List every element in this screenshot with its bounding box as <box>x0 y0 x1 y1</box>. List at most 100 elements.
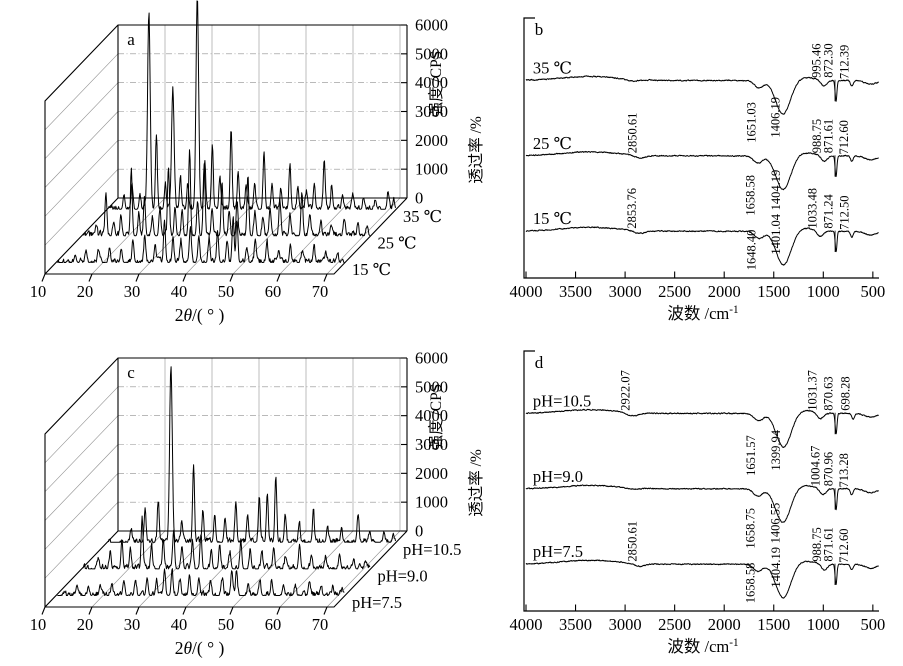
panel-a-plot: 0 1000 2000 3000 4000 5000 6000 10 20 30 40 50 60 70 2… <box>30 0 448 325</box>
z-tick-label: 6000 <box>415 16 448 35</box>
x-tick-label: 3500 <box>559 282 592 301</box>
x-tick-label: 40 <box>171 282 188 301</box>
x-tick-label: 2000 <box>708 282 741 301</box>
x-tick-label: 50 <box>218 282 235 301</box>
x-tick-label: 30 <box>124 615 141 634</box>
x-tick-label: 1000 <box>807 615 840 634</box>
panel-letter: b <box>535 20 544 39</box>
xrd-trace-35℃ <box>108 0 396 210</box>
peak-label: 1031.37 <box>806 370 820 411</box>
peak-label: 988.75 <box>810 119 824 153</box>
z-tick-label: 3000 <box>415 435 448 454</box>
left-wall-gridline <box>44 415 119 492</box>
x-tick-label: 60 <box>265 282 282 301</box>
x-tick-label: 1500 <box>757 615 790 634</box>
floor-gridline <box>279 197 354 275</box>
ftir-curve-pH=10.5 <box>525 408 879 448</box>
peak-label: 2922.07 <box>618 370 632 411</box>
panel-letter: d <box>535 353 544 372</box>
x-axis-tick <box>276 606 281 615</box>
series-label: pH=9.0 <box>533 467 583 486</box>
x-axis-tick <box>182 606 187 615</box>
left-wall-gridline <box>44 386 119 464</box>
panel-c-xrd-ph: 0 1000 2000 3000 4000 5000 6000 10 20 30 40 50 60 70 2… <box>0 333 462 666</box>
xrd-trace-pH=9.0 <box>82 515 371 570</box>
peak-label: 1658.58 <box>743 175 757 216</box>
x-axis-tick <box>323 606 328 615</box>
panel-c-plot: 0 1000 2000 3000 4000 5000 6000 10 20 30 40 50 60 70 2… <box>30 349 462 659</box>
tspan: 波数 /cm <box>667 637 729 656</box>
floor-gridline <box>232 197 307 275</box>
series-label: 35 ℃ <box>533 58 572 77</box>
x-axis-label: 2θ/( ° ) <box>175 638 225 658</box>
z-tick-label: 1000 <box>415 493 448 512</box>
peak-label: 712.60 <box>837 529 851 563</box>
z-tick-label: 4000 <box>415 73 448 92</box>
x-axis-tick <box>135 273 140 282</box>
z-tick-label: 3000 <box>415 102 448 121</box>
panel-letter: a <box>127 30 135 49</box>
tspan: /( ° ) <box>192 638 224 658</box>
peak-label: 2853.76 <box>625 188 639 229</box>
y-axis-label: 透过率 /% <box>467 116 485 184</box>
xrd-trace-pH=7.5 <box>57 568 345 596</box>
peak-label: 1658.58 <box>743 563 757 604</box>
floor-gridline <box>138 197 213 275</box>
z-tick-label: 6000 <box>415 349 448 368</box>
x-axis-tick <box>229 273 234 282</box>
peak-label: 1658.75 <box>743 508 757 549</box>
ftir-curve-15℃ <box>525 226 879 266</box>
peak-label: 713.28 <box>837 453 851 487</box>
x-axis-tick <box>182 273 187 282</box>
z-tick-label: 5000 <box>415 44 448 63</box>
left-wall-gridline <box>44 111 119 188</box>
tspan: θ <box>183 305 192 325</box>
x-tick-label: 1000 <box>807 282 840 301</box>
left-wall-gridline <box>44 473 119 550</box>
peak-label: 1406.19 <box>769 97 783 138</box>
x-tick-label: 70 <box>312 282 329 301</box>
panel-d-ftir-ph: 4000 3500 3000 2500 2000 1500 1000 500 波数 /cm-1 透… <box>451 333 903 666</box>
x-axis-label: 波数 /cm-1 <box>667 304 738 323</box>
x-axis-tick <box>88 273 93 282</box>
x-tick-label: 3000 <box>609 615 642 634</box>
axes-frame <box>44 357 408 608</box>
ftir-curve-35℃ <box>525 75 880 115</box>
peak-label: 995.46 <box>809 43 823 77</box>
x-axis-tick <box>41 606 46 615</box>
floor-gridline <box>279 530 354 608</box>
peak-label: 1404.19 <box>769 170 783 211</box>
peak-label: 712.39 <box>837 45 851 79</box>
x-tick-label: 2500 <box>658 615 691 634</box>
peak-label: 1004.67 <box>808 446 822 487</box>
z-tick-label: 4000 <box>415 406 448 425</box>
x-tick-label: 10 <box>30 282 47 301</box>
x-tick-label: 1500 <box>757 282 790 301</box>
xrd-trace-15℃ <box>57 216 345 263</box>
peak-label: 2850.61 <box>625 113 639 154</box>
ftir-curve-25℃ <box>525 150 879 191</box>
series-label: pH=10.5 <box>533 391 591 410</box>
panel-b-ftir-temperature: 4000 3500 3000 2500 2000 1500 1000 500 波数 /cm-1 透… <box>451 0 903 333</box>
x-axis-tick <box>276 273 281 282</box>
x-tick-label: 500 <box>860 615 885 634</box>
peak-label: 871.61 <box>821 527 835 561</box>
z-tick-label: 2000 <box>415 131 448 150</box>
xrd-trace-pH=10.5 <box>108 366 396 543</box>
tspan: 2 <box>175 305 184 325</box>
x-tick-label: 4000 <box>510 282 543 301</box>
tspan: /( ° ) <box>192 305 224 325</box>
x-tick-label: 60 <box>265 615 282 634</box>
x-tick-label: 50 <box>218 615 235 634</box>
peak-label: 870.96 <box>822 452 836 486</box>
peak-label: 1651.03 <box>744 102 758 143</box>
left-wall-gridline <box>44 82 119 159</box>
panel-letter: c <box>127 363 135 382</box>
axes-frame <box>44 24 408 275</box>
peak-label: 1406.55 <box>768 503 782 544</box>
peak-label: 712.50 <box>837 196 851 230</box>
series-label: pH=9.0 <box>378 567 428 586</box>
peak-label: 1404.19 <box>769 547 783 588</box>
series-label: 25 ℃ <box>533 134 572 153</box>
